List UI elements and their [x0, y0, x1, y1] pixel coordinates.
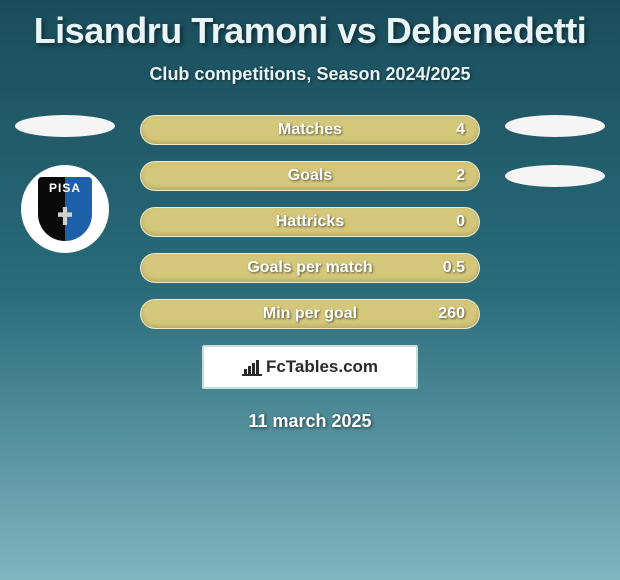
stat-value-right: 4 — [456, 121, 465, 139]
brand-badge[interactable]: FcTables.com — [202, 345, 418, 389]
stat-row-goals: Goals 2 — [140, 161, 480, 191]
club-crest-shield: PISA — [38, 177, 92, 241]
page-subtitle: Club competitions, Season 2024/2025 — [0, 64, 620, 85]
stat-bars: Matches 4 Goals 2 Hattricks 0 Goals per … — [140, 115, 480, 329]
date-text: 11 march 2025 — [0, 411, 620, 432]
stat-label: Min per goal — [263, 305, 357, 323]
stat-row-matches: Matches 4 — [140, 115, 480, 145]
club-crest-text: PISA — [38, 181, 92, 195]
comparison-content: PISA Matches 4 Goals 2 Hattricks 0 Goals… — [0, 115, 620, 432]
stat-row-goals-per-match: Goals per match 0.5 — [140, 253, 480, 283]
stat-label: Hattricks — [276, 213, 344, 231]
stat-value-right: 0 — [456, 213, 465, 231]
left-player-column: PISA — [10, 115, 120, 253]
club-logo-left: PISA — [21, 165, 109, 253]
club-ellipse-right — [505, 165, 605, 187]
right-player-column — [500, 115, 610, 215]
stat-label: Goals — [288, 167, 332, 185]
stat-row-hattricks: Hattricks 0 — [140, 207, 480, 237]
stat-value-right: 2 — [456, 167, 465, 185]
player-name-ellipse-left — [15, 115, 115, 137]
brand-text: FcTables.com — [266, 357, 378, 377]
stat-row-min-per-goal: Min per goal 260 — [140, 299, 480, 329]
stat-label: Matches — [278, 121, 342, 139]
page-title: Lisandru Tramoni vs Debenedetti — [0, 0, 620, 52]
stat-value-right: 260 — [438, 305, 465, 323]
player-name-ellipse-right — [505, 115, 605, 137]
club-crest-cross-icon — [58, 207, 72, 225]
chart-icon — [242, 358, 262, 376]
stat-value-right: 0.5 — [443, 259, 465, 277]
stat-label: Goals per match — [247, 259, 372, 277]
